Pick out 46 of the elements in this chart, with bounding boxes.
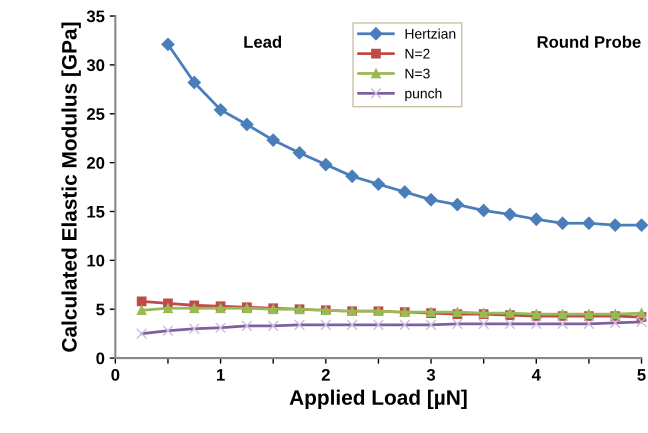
y-tick-label: 25 [86,108,104,120]
x-tick-label: 2 [322,368,330,381]
point [292,146,306,160]
point [634,218,648,232]
y-tick-label: 30 [86,59,104,72]
legend-label: N=3 [406,68,430,79]
point [319,158,332,172]
x-tick-label: 0 [111,368,120,381]
point [608,218,622,232]
point [163,303,173,314]
y-tick-label: 15 [87,206,104,218]
x-tick-label: 1 [216,369,225,381]
x-tick-label: 4 [532,369,541,381]
point [188,76,201,90]
legend-label: punch [405,88,442,102]
point [161,38,175,51]
point [372,178,386,191]
x-tick-label: 5 [637,369,646,381]
point [398,185,412,199]
y-tick-label: 20 [86,157,104,169]
point [136,296,147,306]
point [214,103,228,116]
annotation: Round Probe [538,36,641,48]
x-tick-label: 3 [426,368,436,381]
y-tick-label: 10 [87,254,104,267]
point [556,216,570,230]
x-axis-title: Applied Load [µN] [290,390,467,410]
point [266,134,280,147]
point [503,208,517,222]
y-tick-label: 5 [96,304,104,316]
point [240,118,254,132]
point [136,305,147,316]
point [636,308,646,318]
legend-label: Hertzian [406,28,456,39]
annotation: Lead [244,36,282,48]
y-tick-label: 0 [96,352,104,364]
point [450,198,464,212]
point [582,216,596,230]
y-tick-label: 35 [86,10,104,22]
point [424,193,438,206]
y-axis-title: Calculated Elastic Modulus [GPa] [61,22,81,352]
point [477,204,490,218]
point [530,212,543,226]
point [189,303,200,314]
point [346,170,359,183]
legend-label: N=2 [406,48,430,58]
